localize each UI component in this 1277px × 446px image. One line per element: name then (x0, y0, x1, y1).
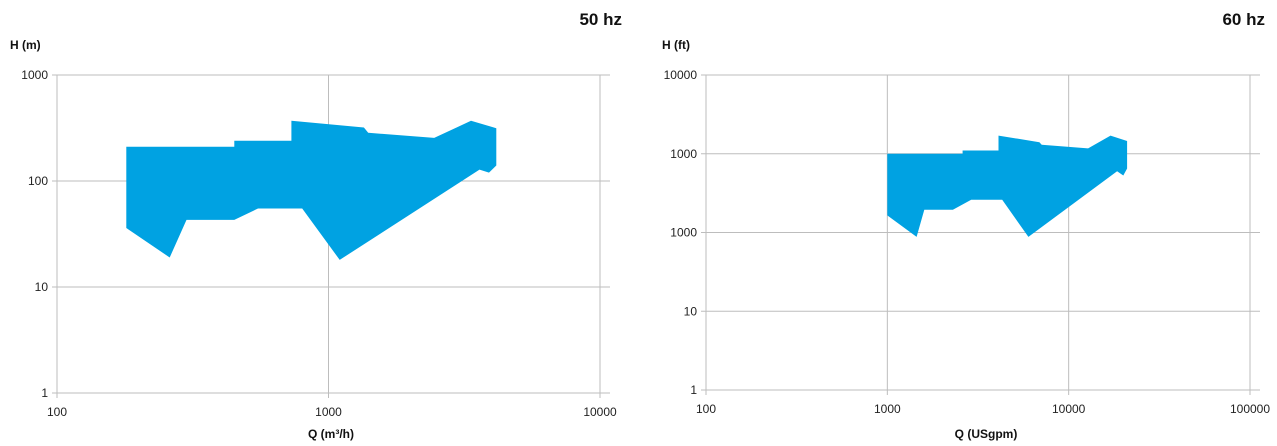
x-tick-label: 1000 (874, 402, 901, 416)
y-tick-label: 1000 (670, 226, 697, 240)
x-tick-label: 1000 (315, 405, 342, 419)
chart-60hz: 60 hz H (ft) 100 1000 10000 100000 1 10 1000 10… (650, 0, 1277, 446)
y-tick-label: 1000 (670, 147, 697, 161)
frequency-label: 50 hz (579, 10, 622, 29)
y-tick-label: 100 (28, 174, 48, 188)
x-tick-label: 10000 (583, 405, 617, 419)
plot-area: 100 1000 10000 1 10 100 1000 (21, 68, 617, 419)
x-tick-label: 100 (696, 402, 716, 416)
x-axis-label: Q (USgpm) (954, 427, 1018, 441)
y-tick-label: 10 (35, 280, 49, 294)
plot-area: 100 1000 10000 100000 1 10 1000 1000 10000 (664, 68, 1271, 416)
x-tick-label: 10000 (1052, 402, 1086, 416)
operating-range-area (887, 135, 1128, 237)
y-axis-label: H (ft) (662, 38, 690, 52)
y-tick-label: 1 (690, 383, 697, 397)
y-tick-label: 10000 (664, 68, 698, 82)
frequency-label: 60 hz (1222, 10, 1265, 29)
y-tick-label: 1000 (21, 68, 48, 82)
y-tick-label: 1 (41, 386, 48, 400)
x-tick-label: 100 (47, 405, 67, 419)
operating-range-area (126, 120, 497, 260)
y-tick-label: 10 (684, 304, 698, 318)
x-tick-label: 100000 (1230, 402, 1270, 416)
x-axis-label: Q (m³/h) (308, 427, 354, 441)
chart-50hz: 50 hz H (m) 100 1000 10000 1 10 100 1000 Q (m³… (0, 0, 630, 446)
y-axis-label: H (m) (10, 38, 41, 52)
